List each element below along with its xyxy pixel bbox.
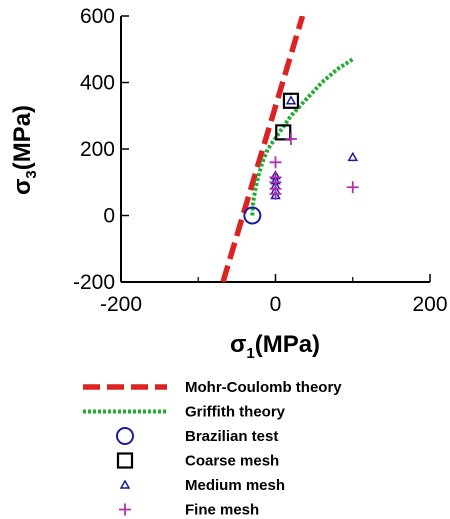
data-point [269,156,282,169]
legend-label: Fine mesh [185,502,259,519]
legend-swatch [119,503,131,516]
legend-label: Medium mesh [185,477,285,494]
legend-swatch [116,427,134,445]
x-axis-title: σ1(MPa) [230,331,320,362]
legend-label: Griffith theory [185,404,286,421]
data-point [243,206,262,225]
x-tick-label: 200 [412,293,447,316]
y-tick-label: 200 [80,138,115,161]
plot-area: -200 0 200 400 600 -200 0 200 σ1(MPa) σ3(MPa) [9,5,448,362]
data-point [269,187,282,200]
y-tick-label: 400 [80,72,115,95]
legend-label: Brazilian test [185,428,278,445]
legend-entry-brazilian-test: Brazilian test [116,427,278,445]
data-point [282,92,300,109]
legend-label: Coarse mesh [185,453,279,470]
y-axis-title: σ3(MPa) [9,105,40,195]
x-tick-label: -200 [100,293,142,316]
y-tick-label: 0 [103,205,115,228]
data-point [275,124,292,141]
series-line [220,16,306,282]
data-point [285,95,297,105]
series-coarse-mesh [275,92,300,141]
legend-entry-coarse-mesh: Coarse mesh [116,452,279,470]
y-tick-label: 600 [80,5,115,28]
series-mohr-coulomb-theory [220,16,306,282]
data-point [347,151,359,162]
series-brazilian-test [243,206,262,225]
series-medium-mesh [270,95,359,200]
legend: Mohr-Coulomb theory Griffith theory Brazil… [83,379,342,519]
legend-entry-mohr-coulomb-theory: Mohr-Coulomb theory [83,379,342,396]
x-tick-label: 0 [270,293,282,316]
legend-entry-fine-mesh: Fine mesh [119,502,259,519]
legend-entry-griffith-theory: Griffith theory [83,404,286,421]
legend-label: Mohr-Coulomb theory [185,379,342,396]
legend-swatch [116,452,134,469]
data-point [346,181,359,194]
series-fine-mesh [269,133,359,200]
legend-entry-medium-mesh: Medium mesh [119,477,285,494]
y-tick-label: -200 [73,271,115,294]
legend-swatch [119,479,131,489]
data-point [284,133,297,146]
